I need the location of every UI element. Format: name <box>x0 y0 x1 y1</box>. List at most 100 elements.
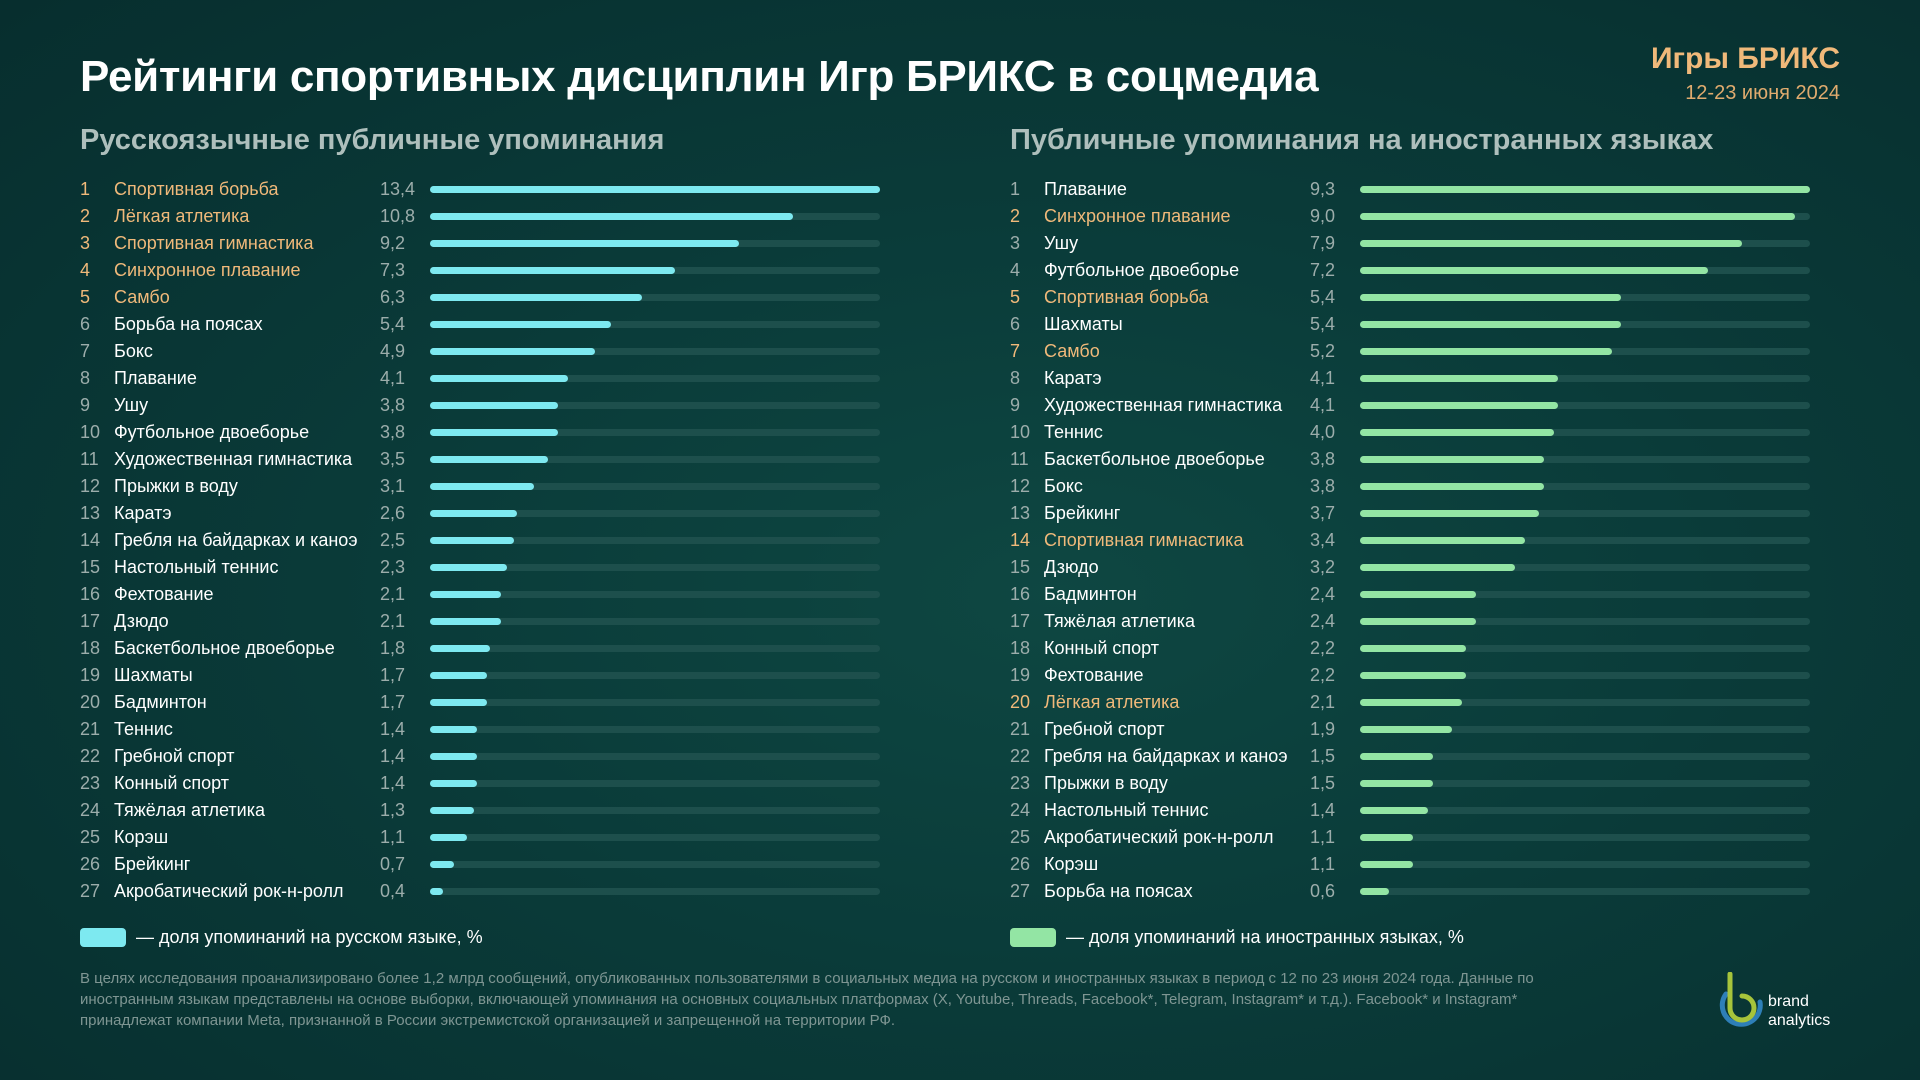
category-label: Бадминтон <box>1044 584 1137 604</box>
bar-track <box>1360 618 1810 625</box>
rank-label: 10 <box>80 422 101 442</box>
rank-label: 3 <box>80 233 91 253</box>
category-label: Лёгкая атлетика <box>1044 692 1180 712</box>
bar-track <box>430 456 880 463</box>
bar-track <box>1360 483 1810 490</box>
bar <box>1360 429 1554 436</box>
rank-label: 18 <box>1010 638 1031 658</box>
value-label: 3,1 <box>380 476 406 496</box>
bar <box>1360 564 1515 571</box>
chart-row: 17 Дзюдо 2,1 <box>80 608 900 635</box>
category-label: Плавание <box>114 368 197 388</box>
value-label: 1,4 <box>380 719 406 739</box>
rank-label: 6 <box>80 314 91 334</box>
bar-track <box>430 591 880 598</box>
chart-row: 19 Шахматы 1,7 <box>80 662 900 689</box>
bar <box>1360 510 1540 517</box>
chart-row: 20 Бадминтон 1,7 <box>80 689 900 716</box>
page-title: Рейтинги спортивных дисциплин Игр БРИКС … <box>80 52 1319 101</box>
rank-label: 16 <box>80 584 101 604</box>
chart-row: 27 Борьба на поясах 0,6 <box>1010 878 1830 905</box>
bar-track <box>1360 321 1810 328</box>
foreign-legend: — доля упоминаний на иностранных языках,… <box>1010 927 1464 948</box>
category-label: Спортивная гимнастика <box>1044 530 1244 550</box>
bar-track <box>1360 402 1810 409</box>
rank-label: 23 <box>80 773 101 793</box>
chart-row: 3 Спортивная гимнастика 9,2 <box>80 230 900 257</box>
bar <box>430 645 491 652</box>
bar <box>430 483 535 490</box>
chart-row: 11 Художественная гимнастика 3,5 <box>80 446 900 473</box>
chart-row: 14 Спортивная гимнастика 3,4 <box>1010 527 1830 554</box>
rank-label: 16 <box>1010 584 1031 604</box>
category-label: Футбольное двоеборье <box>114 422 310 442</box>
russian-panel-title: Русскоязычные публичные упоминания <box>80 124 665 156</box>
rank-label: 12 <box>1010 476 1031 496</box>
chart-row: 21 Гребной спорт 1,9 <box>1010 716 1830 743</box>
bar <box>1360 537 1525 544</box>
bar <box>1360 321 1622 328</box>
chart-row: 15 Дзюдо 3,2 <box>1010 554 1830 581</box>
category-label: Теннис <box>114 719 173 739</box>
rank-label: 27 <box>80 881 101 901</box>
chart-row: 24 Тяжёлая атлетика 1,3 <box>80 797 900 824</box>
category-label: Спортивная борьба <box>114 179 279 199</box>
category-label: Дзюдо <box>1044 557 1099 577</box>
category-label: Конный спорт <box>114 773 229 793</box>
category-label: Гребной спорт <box>1044 719 1165 739</box>
bar-track <box>1360 537 1810 544</box>
bar-track <box>430 564 880 571</box>
value-label: 2,6 <box>380 503 406 523</box>
foreign-mentions-chart: 1 Плавание 9,3 2 Синхронное плавание 9,0 3 Ушу 7… <box>1010 176 1830 905</box>
rank-label: 24 <box>1010 800 1031 820</box>
chart-row: 2 Синхронное плавание 9,0 <box>1010 203 1830 230</box>
bar <box>1360 456 1544 463</box>
rank-label: 26 <box>80 854 101 874</box>
value-label: 0,4 <box>380 881 406 901</box>
bar-track <box>1360 348 1810 355</box>
chart-row: 6 Шахматы 5,4 <box>1010 311 1830 338</box>
category-label: Художественная гимнастика <box>114 449 353 469</box>
value-label: 1,9 <box>1310 719 1336 739</box>
bar-track <box>1360 456 1810 463</box>
bar <box>1360 726 1452 733</box>
value-label: 7,2 <box>1310 260 1336 280</box>
bar-track <box>1360 375 1810 382</box>
value-label: 4,1 <box>380 368 406 388</box>
value-label: 0,7 <box>380 854 406 874</box>
bar <box>1360 294 1622 301</box>
bar <box>1360 672 1467 679</box>
rank-label: 9 <box>80 395 91 415</box>
bar <box>430 429 558 436</box>
bar-track <box>430 402 880 409</box>
value-label: 3,5 <box>380 449 406 469</box>
chart-row: 26 Брейкинг 0,7 <box>80 851 900 878</box>
brand-analytics-logo-icon <box>1719 972 1763 1027</box>
category-label: Прыжки в воду <box>1044 773 1168 793</box>
bar <box>430 888 444 895</box>
value-label: 4,0 <box>1310 422 1336 442</box>
bar-track <box>430 780 880 787</box>
category-label: Синхронное плавание <box>114 260 301 280</box>
foreign-legend-swatch <box>1010 928 1056 947</box>
category-label: Самбо <box>1044 341 1100 361</box>
bar <box>430 240 739 247</box>
bar-track <box>430 240 880 247</box>
category-label: Акробатический рок-н-ролл <box>114 881 344 901</box>
bar-track <box>1360 510 1810 517</box>
category-label: Брейкинг <box>114 854 191 874</box>
value-label: 9,2 <box>380 233 406 253</box>
bar <box>430 213 793 220</box>
bar <box>430 321 612 328</box>
category-label: Акробатический рок-н-ролл <box>1044 827 1274 847</box>
rank-label: 20 <box>80 692 101 712</box>
bar-track <box>430 834 880 841</box>
bar <box>430 834 467 841</box>
value-label: 2,4 <box>1310 584 1336 604</box>
rank-label: 1 <box>1010 179 1021 199</box>
bar-track <box>1360 429 1810 436</box>
value-label: 5,4 <box>380 314 406 334</box>
bar <box>430 726 477 733</box>
bar-track <box>430 267 880 274</box>
chart-row: 8 Каратэ 4,1 <box>1010 365 1830 392</box>
